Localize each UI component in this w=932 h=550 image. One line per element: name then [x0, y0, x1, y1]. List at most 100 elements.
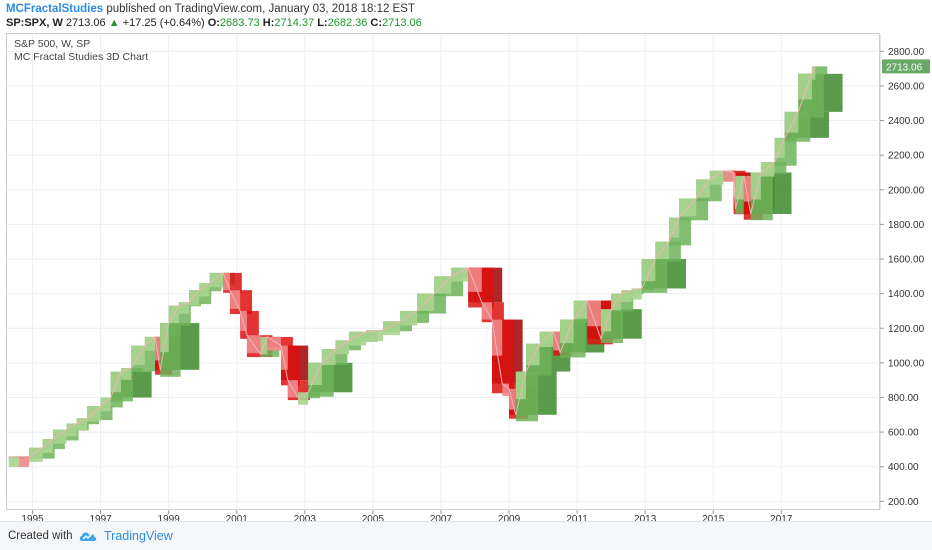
- x-tick-label: 2017: [770, 514, 793, 521]
- up-fractal-step: [349, 331, 367, 346]
- up-fractal-step: [709, 170, 724, 185]
- x-tick-label: 2011: [566, 514, 588, 521]
- created-with-text: Created with: [8, 530, 73, 542]
- up-fractal-step: [400, 310, 418, 326]
- up-fractal-step: [366, 329, 384, 342]
- y-tick-label: 1200.00: [888, 324, 925, 335]
- up-fractal-step: [811, 66, 816, 80]
- down-fractal-step: [280, 345, 288, 370]
- up-triangle-icon: ▲: [108, 17, 120, 29]
- fractal-chart[interactable]: 200.00 400.00 600.00 800.00 1000.00 1200.00 14…: [0, 0, 932, 521]
- down-fractal-step: [267, 336, 281, 351]
- up-fractal-step: [144, 336, 156, 351]
- up-fractal-step: [189, 290, 200, 306]
- price-change: +17.25 (+0.64%): [122, 17, 205, 29]
- up-fractal-step: [668, 217, 680, 238]
- up-fractal-step: [110, 371, 122, 393]
- up-fractal-step: [600, 309, 612, 332]
- up-fractal-step: [335, 340, 350, 355]
- open-label: O:: [207, 17, 220, 29]
- high-value: 2714.37: [274, 17, 315, 29]
- price-line: [8, 66, 816, 458]
- down-fractal-step: [18, 456, 30, 468]
- x-tick-label: 1997: [89, 514, 112, 521]
- up-fractal-step: [621, 290, 632, 302]
- y-tick-label: 2600.00: [888, 81, 925, 92]
- up-fractal-step: [515, 371, 527, 400]
- up-fractal-step: [42, 439, 53, 453]
- x-tick-label: 2005: [362, 514, 385, 521]
- close-value: 2713.06: [382, 17, 422, 29]
- down-fractal-step: [492, 319, 503, 356]
- up-fractal-step: [29, 447, 43, 462]
- y-tick-label: 800.00: [888, 393, 919, 404]
- down-fractal-step: [509, 388, 516, 410]
- down-fractal-box: [502, 383, 521, 390]
- up-fractal-step: [76, 418, 87, 431]
- up-fractal-step: [52, 429, 67, 444]
- legend-study: MC Fractal Studies 3D Chart: [14, 51, 149, 63]
- tradingview-brand[interactable]: TradingView: [104, 529, 173, 543]
- y-tick-label: 2000.00: [888, 185, 925, 196]
- up-fractal-step: [66, 423, 77, 437]
- y-tick-label: 600.00: [888, 428, 919, 439]
- x-tick-label: 2015: [702, 514, 725, 521]
- last-price: 2713.06: [65, 17, 106, 29]
- up-fractal-step: [8, 456, 19, 468]
- up-fractal-step: [209, 272, 224, 288]
- footer-bar: Created with TradingView: [0, 521, 932, 550]
- low-label: L:: [317, 17, 328, 29]
- y-tick-label: 2800.00: [888, 47, 925, 58]
- y-tick-label: 400.00: [888, 462, 919, 473]
- down-fractal-step: [502, 383, 510, 397]
- up-fractal-step: [784, 111, 799, 133]
- y-tick-label: 1800.00: [888, 220, 925, 231]
- y-tick-label: 1000.00: [888, 358, 925, 369]
- down-fractal-step: [155, 336, 161, 361]
- down-fractal-step: [743, 175, 751, 202]
- legend-symbol: S&P 500, W, SP: [14, 38, 91, 50]
- x-tick-label: 2001: [226, 514, 249, 521]
- author-link[interactable]: MCFractalStudies: [6, 3, 104, 15]
- up-fractal-step: [539, 331, 554, 347]
- chart-legend: S&P 500, W, SP MC Fractal Studies 3D Cha…: [14, 38, 148, 64]
- y-tick-label: 2400.00: [888, 116, 925, 127]
- up-fractal-step: [86, 406, 101, 422]
- low-value: 2682.36: [327, 17, 368, 29]
- up-fractal-step: [641, 259, 656, 282]
- up-fractal-step: [631, 288, 642, 300]
- up-fractal-step: [560, 319, 574, 344]
- high-label: H:: [262, 17, 275, 29]
- up-fractal-box: [42, 439, 65, 449]
- y-tick-label: 1600.00: [888, 255, 925, 266]
- up-fractal-step: [526, 343, 540, 366]
- x-tick-label: 2007: [430, 514, 453, 521]
- symbol-line: SP:SPX, W 2713.06 ▲ +17.25 (+0.64%) O:26…: [6, 17, 422, 29]
- open-value: 2683.73: [219, 17, 260, 29]
- up-fractal-step: [774, 137, 785, 158]
- up-fractal-step: [735, 175, 744, 200]
- down-fractal-step: [587, 300, 601, 327]
- up-fractal-step: [100, 397, 111, 412]
- y-tick-label: 200.00: [888, 497, 919, 508]
- up-fractal-step: [451, 267, 469, 282]
- down-fractal-box: [723, 170, 746, 173]
- up-fractal-step: [178, 302, 190, 315]
- up-fractal-step: [383, 321, 401, 336]
- tradingview-cloud-icon: [79, 532, 97, 541]
- published-text: published on TradingView.com, January 03…: [106, 3, 415, 15]
- last-price-label: 2713.06: [886, 62, 923, 73]
- x-tick-label: 2009: [498, 514, 521, 521]
- up-fractal-step: [750, 172, 761, 200]
- up-fractal-box: [811, 66, 828, 75]
- symbol-name: SP:SPX, W: [6, 17, 63, 29]
- y-tick-label: 1400.00: [888, 289, 925, 300]
- up-fractal-step: [199, 283, 210, 297]
- up-fractal-step: [308, 362, 322, 386]
- chart-header: MCFractalStudies published on TradingVie…: [0, 0, 932, 36]
- down-fractal-step: [468, 267, 482, 292]
- close-label: C:: [370, 17, 383, 29]
- publish-line: MCFractalStudies published on TradingVie…: [6, 3, 415, 15]
- up-fractal-box: [100, 397, 123, 408]
- up-fractal-step: [160, 323, 169, 353]
